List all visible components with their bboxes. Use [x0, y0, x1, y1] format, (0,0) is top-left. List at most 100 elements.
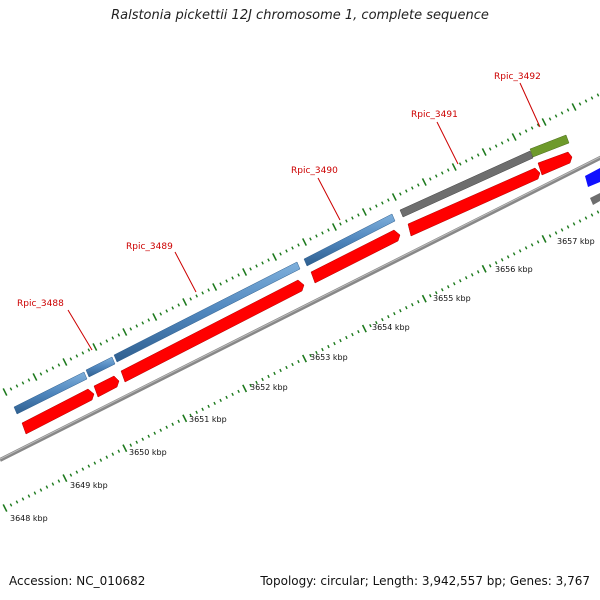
gene-bar-rpic-3492 [529, 134, 570, 158]
minor-tick [75, 470, 79, 474]
minor-tick [405, 306, 408, 310]
minor-tick [411, 186, 414, 190]
minor-tick [261, 261, 264, 265]
major-tick [481, 148, 487, 156]
minor-tick [105, 455, 109, 459]
minor-tick [339, 338, 342, 343]
minor-tick [39, 488, 43, 492]
minor-tick [279, 252, 282, 256]
minor-tick [560, 111, 564, 115]
gene-bar-rpic-3490 [303, 213, 396, 267]
minor-tick [315, 350, 318, 355]
minor-tick [590, 96, 594, 100]
minor-tick [584, 99, 588, 103]
minor-tick [458, 162, 462, 166]
minor-tick [237, 273, 240, 277]
minor-tick [147, 318, 151, 322]
gene-label-rpic-3490: Rpic_3490 [291, 166, 341, 221]
minor-tick [285, 365, 288, 370]
major-tick [92, 343, 98, 351]
kbp-label: 3648 kbp [10, 514, 48, 523]
minor-tick [51, 366, 55, 370]
minor-tick [351, 332, 354, 337]
minor-tick [417, 300, 420, 304]
minor-tick [578, 102, 582, 106]
major-tick [571, 103, 577, 111]
minor-tick [267, 374, 270, 379]
minor-tick [117, 333, 121, 337]
minor-tick [428, 294, 432, 298]
minor-tick [506, 138, 510, 142]
minor-tick [171, 306, 175, 310]
minor-tick [57, 363, 61, 367]
major-tick [122, 328, 128, 336]
map-title: Ralstonia pickettii 12J chromosome 1, co… [111, 8, 489, 23]
gene-label-text: Rpic_3492 [494, 72, 541, 82]
minor-tick [470, 273, 474, 277]
minor-tick [51, 482, 55, 486]
minor-tick [141, 437, 145, 441]
kbp-label: 3653 kbp [310, 353, 348, 362]
major-tick [301, 354, 307, 363]
minor-tick [159, 312, 163, 316]
gene-bar-next-blue [585, 168, 600, 187]
minor-tick [440, 288, 444, 292]
minor-tick [81, 351, 85, 355]
cds-arrow-rpic-3490 [310, 229, 401, 284]
minor-tick [530, 126, 534, 130]
cds-arrow-rpic-3492 [537, 151, 573, 176]
kbp-label: 3655 kbp [433, 294, 471, 303]
minor-tick [69, 357, 73, 361]
minor-tick [315, 234, 318, 238]
minor-tick [9, 387, 13, 391]
minor-tick [327, 344, 330, 349]
minor-tick [87, 464, 91, 468]
minor-tick [261, 377, 264, 382]
minor-tick [446, 168, 450, 172]
minor-tick [440, 171, 444, 175]
minor-tick [93, 461, 97, 465]
minor-tick [249, 267, 252, 271]
outer-tick-row [2, 93, 600, 396]
kbp-label: 3652 kbp [250, 383, 288, 392]
minor-tick [309, 237, 312, 241]
kbp-label: 3657 kbp [557, 237, 595, 246]
cds-arrow-rpic-3489 [120, 279, 305, 383]
minor-tick [434, 174, 438, 178]
gene-bar-next-gray [590, 193, 600, 205]
minor-tick [255, 380, 258, 385]
minor-tick [327, 228, 330, 232]
major-tick [182, 414, 188, 423]
minor-tick [207, 404, 210, 408]
minor-tick [488, 264, 492, 268]
minor-tick [189, 413, 192, 417]
minor-tick [231, 392, 234, 397]
minor-tick [333, 341, 336, 346]
minor-tick [572, 222, 576, 226]
minor-tick [57, 479, 61, 483]
minor-tick [339, 222, 342, 226]
minor-tick [27, 494, 31, 498]
kbp-label: 3650 kbp [129, 448, 167, 457]
minor-tick [273, 371, 276, 376]
minor-tick [476, 153, 480, 157]
minor-tick [554, 114, 558, 118]
minor-tick [15, 500, 19, 504]
major-tick [62, 474, 68, 483]
minor-tick [566, 225, 570, 229]
minor-tick [530, 243, 534, 247]
major-tick [212, 283, 218, 291]
minor-tick [297, 359, 300, 364]
minor-tick [219, 282, 222, 286]
minor-tick [153, 431, 157, 435]
minor-tick [171, 422, 175, 426]
minor-tick [213, 401, 216, 406]
gene-label-rpic-3492: Rpic_3492 [494, 72, 541, 128]
accession-text: Accession: NC_010682 [9, 574, 146, 588]
minor-tick [536, 123, 540, 127]
kbp-label: 3649 kbp [70, 481, 108, 490]
minor-tick [464, 159, 468, 163]
minor-tick [369, 323, 372, 328]
major-tick [242, 268, 248, 276]
minor-tick [452, 282, 456, 286]
